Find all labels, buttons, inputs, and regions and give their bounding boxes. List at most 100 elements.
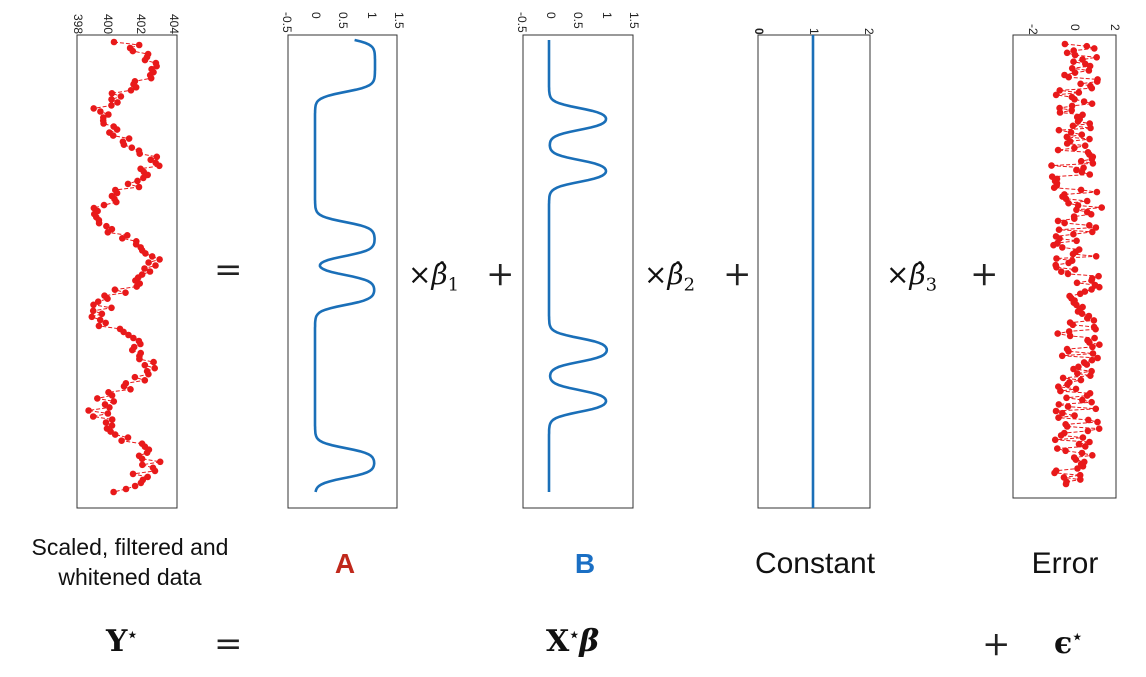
data-point <box>147 156 154 164</box>
data-point <box>90 301 97 309</box>
data-point <box>1096 283 1103 291</box>
data-point <box>1063 394 1070 402</box>
data-point <box>135 183 143 191</box>
data-point <box>1063 423 1071 430</box>
equation-plus: + <box>982 624 1011 664</box>
data-point <box>1052 91 1060 99</box>
data-point <box>1063 49 1071 57</box>
tick-label: -0.5 <box>515 12 529 33</box>
data-point <box>1069 122 1077 130</box>
data-point <box>1095 425 1103 433</box>
data-point <box>1055 126 1063 134</box>
data-caption-line2: whitened data <box>58 564 202 590</box>
data-point <box>1079 434 1087 441</box>
tick-label: 0 <box>544 12 558 19</box>
data-point <box>110 38 118 46</box>
data-point <box>137 479 145 487</box>
constant-caption: Constant <box>754 547 876 580</box>
data-point <box>1084 314 1091 322</box>
data-point <box>129 470 137 478</box>
tick-label: 404 <box>167 14 181 34</box>
data-point <box>1092 252 1100 260</box>
data-point <box>1078 310 1086 318</box>
data-point <box>1089 350 1097 357</box>
data-point <box>1078 449 1086 457</box>
data-point <box>1052 407 1060 415</box>
data-point <box>1089 228 1096 236</box>
data-point <box>153 62 160 70</box>
data-point <box>1082 443 1089 450</box>
data-point <box>117 93 125 100</box>
data-point <box>138 455 146 463</box>
tick-label: 1 <box>365 12 379 19</box>
data-point <box>141 377 149 384</box>
data-point <box>1059 409 1066 417</box>
data-point <box>133 283 140 290</box>
data-point <box>109 132 117 139</box>
data-point <box>85 407 92 414</box>
data-point <box>1064 403 1072 410</box>
data-point <box>1055 226 1063 233</box>
data-point <box>1066 332 1074 340</box>
data-point <box>1067 129 1075 136</box>
data-point <box>1053 255 1060 262</box>
data-point <box>1070 365 1077 373</box>
B-caption: B <box>574 548 596 579</box>
data-point <box>90 105 97 112</box>
data-point <box>108 96 115 103</box>
data-point <box>127 386 134 393</box>
data-point <box>1062 447 1069 455</box>
data-point <box>1085 416 1092 424</box>
data-point <box>1094 418 1101 426</box>
data-point <box>145 259 152 266</box>
lhs-Y-star: Y⋆ <box>106 624 138 659</box>
data-point <box>1059 374 1067 382</box>
tick-label: 1 <box>600 12 614 19</box>
data-point <box>102 319 109 327</box>
data-point <box>1065 348 1072 355</box>
data-point <box>89 307 97 315</box>
data-point <box>94 298 102 306</box>
data-point <box>1088 286 1095 293</box>
data-point <box>120 328 127 336</box>
data-point <box>1081 142 1089 149</box>
data-point <box>1054 217 1062 225</box>
A-panel-frame <box>287 34 398 509</box>
data-point <box>1086 135 1093 143</box>
data-point <box>108 304 115 312</box>
data-point <box>1070 230 1077 238</box>
times-beta2: ×β̂2 <box>644 258 696 296</box>
data-point <box>104 229 112 236</box>
data-point <box>1057 387 1064 395</box>
data-point <box>1054 445 1061 452</box>
data-point <box>1088 398 1095 406</box>
model-X-star-beta: X⋆β <box>546 624 600 659</box>
data-point <box>128 144 136 151</box>
data-point <box>1079 463 1087 470</box>
data-point <box>118 437 125 445</box>
data-point <box>1069 321 1077 329</box>
data-caption-line1: Scaled, filtered and <box>31 534 229 560</box>
data-point <box>113 126 121 133</box>
data-point <box>110 398 118 405</box>
data-point <box>105 111 112 118</box>
data-point <box>131 373 139 381</box>
data-point <box>124 232 131 239</box>
data-point <box>1068 107 1075 114</box>
data-point <box>110 488 117 496</box>
data-point <box>1095 272 1102 280</box>
error-epsilon-star: ϵ⋆ <box>1054 626 1083 661</box>
data-point <box>146 268 154 275</box>
data-point <box>1065 199 1072 207</box>
data-point <box>1076 290 1084 298</box>
data-point <box>141 265 148 272</box>
tick-label: 2 <box>1108 24 1122 31</box>
data-point <box>1090 317 1098 324</box>
data-point <box>1089 343 1096 351</box>
data-point <box>1072 456 1080 464</box>
error-panel-frame <box>1012 34 1117 499</box>
data-point <box>151 467 159 475</box>
data-point <box>100 120 107 127</box>
data-point <box>1083 197 1091 205</box>
data-point <box>1092 325 1099 333</box>
